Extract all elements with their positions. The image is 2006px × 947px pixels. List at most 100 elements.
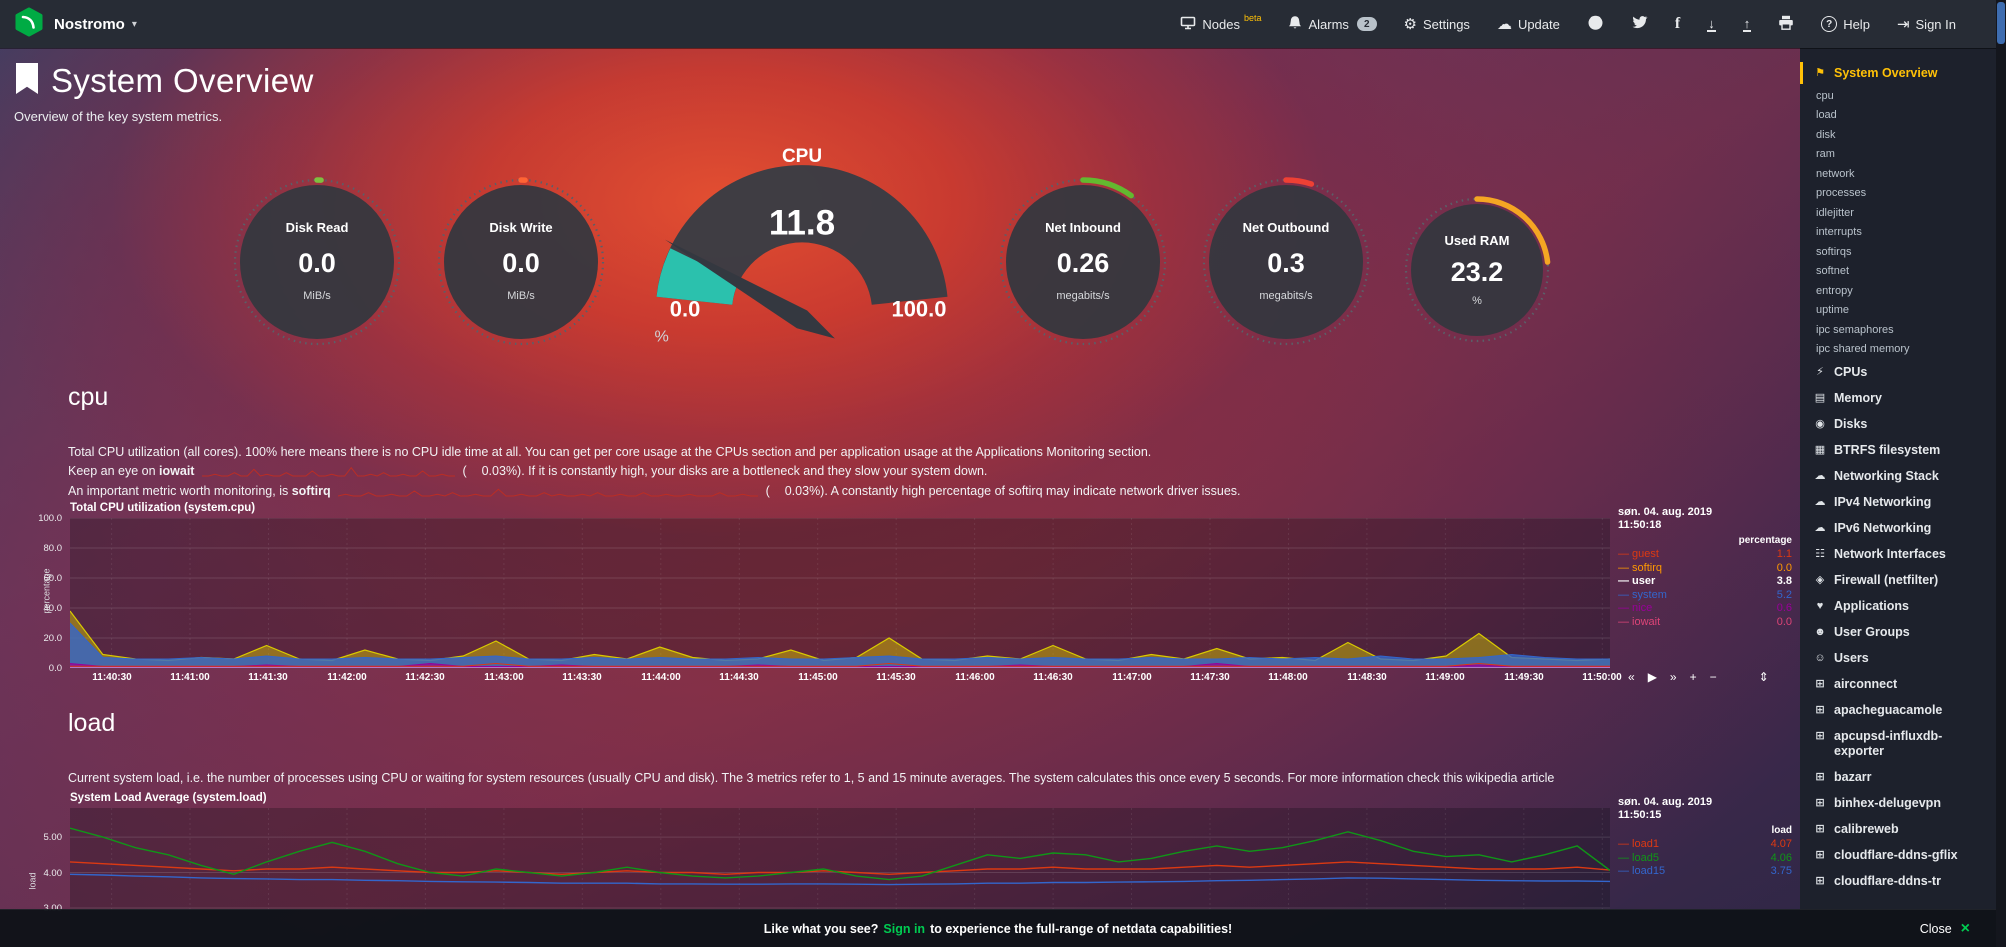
- signin-button[interactable]: ⇥ Sign In: [1896, 15, 1956, 33]
- gauge-value: 0.0: [502, 248, 540, 278]
- upload-button[interactable]: ↑: [1742, 17, 1752, 32]
- signin-link[interactable]: Sign in: [883, 921, 926, 936]
- node-selector[interactable]: Nostromo ▾: [54, 16, 137, 33]
- sidebar-item-firewall-netfilter[interactable]: ◈ Firewall (netfilter): [1800, 567, 1996, 593]
- x-tick: 11:43:30: [562, 672, 602, 683]
- sidebar-item-btrfs-filesystem[interactable]: ▦ BTRFS filesystem: [1800, 437, 1996, 463]
- sidebar-item-cpus[interactable]: ⚡ CPUs: [1800, 359, 1996, 385]
- legend-series-softirq[interactable]: — softirq 0.0: [1618, 561, 1792, 574]
- legend-series-nice[interactable]: — nice 0.6: [1618, 602, 1792, 614]
- settings-button[interactable]: ⚙ Settings: [1403, 15, 1470, 33]
- facebook-icon: f: [1674, 15, 1681, 32]
- x-tick: 11:50:00: [1582, 672, 1622, 683]
- sidebar-item-users[interactable]: ☺ Users: [1800, 645, 1996, 671]
- gauge-label: Disk Read: [285, 220, 349, 235]
- disk-write-gauge[interactable]: Disk Write 0.0 MiB/s: [435, 176, 607, 348]
- legend-series-user[interactable]: — user 3.8: [1618, 575, 1792, 587]
- sidebar-subitem-network[interactable]: network: [1816, 167, 1855, 180]
- sidebar-subitem-ipc-shared-memory[interactable]: ipc shared memory: [1816, 343, 1910, 355]
- sidebar-item-label: calibreweb: [1834, 821, 1899, 836]
- bookmark-icon: [14, 62, 40, 100]
- gauge-ring: [998, 177, 1168, 347]
- help-button[interactable]: ? Help: [1821, 16, 1870, 32]
- section-heading-cpu: cpu: [68, 383, 109, 411]
- sidebar-item-bazarr[interactable]: ⊞ bazarr: [1800, 764, 1996, 790]
- legend-time: 11:50:15: [1618, 809, 1662, 821]
- disk-read-gauge[interactable]: Disk Read 0.0 MiB/s: [231, 176, 403, 348]
- netdata-logo[interactable]: [14, 7, 44, 42]
- net-inbound-gauge[interactable]: Net Inbound 0.26 megabits/s: [997, 176, 1169, 348]
- chart-cpu-plot[interactable]: [70, 518, 1610, 668]
- sidebar-item-disks[interactable]: ◉ Disks: [1800, 411, 1996, 437]
- sidebar-subitem-uptime[interactable]: uptime: [1816, 304, 1850, 316]
- github-button[interactable]: [1587, 14, 1604, 34]
- scrollbar-thumb[interactable]: [1997, 2, 2005, 44]
- nodes-button[interactable]: Nodes beta: [1180, 13, 1261, 33]
- sidebar-subitem-disk[interactable]: disk: [1816, 128, 1836, 141]
- sidebar-item-label: CPUs: [1834, 364, 1868, 379]
- bell-icon: [1288, 15, 1302, 33]
- twitter-button[interactable]: [1631, 15, 1648, 33]
- cpu-gauge[interactable]: CPU 11.8 0.0 100.0 %: [647, 124, 957, 374]
- sidebar-item-airconnect[interactable]: ⊞ airconnect: [1800, 671, 1996, 697]
- legend-series-load5[interactable]: — load5 4.06: [1618, 851, 1792, 864]
- sidebar-subitem-load[interactable]: load: [1816, 109, 1837, 121]
- hdd-icon: ◉: [1815, 417, 1825, 430]
- node-name: Nostromo: [54, 15, 125, 33]
- page-title: System Overview: [51, 62, 314, 99]
- download-button[interactable]: ↓: [1707, 17, 1716, 32]
- chart-title: System Load Average (system.load): [70, 792, 267, 804]
- legend-series-iowait[interactable]: — iowait 0.0: [1618, 615, 1792, 628]
- alarms-button[interactable]: Alarms 2: [1288, 15, 1377, 33]
- sidebar-subitem-softnet[interactable]: softnet: [1816, 265, 1850, 277]
- print-button[interactable]: [1778, 15, 1794, 33]
- x-tick: 11:48:00: [1268, 672, 1308, 683]
- sidebar-subitem-processes[interactable]: processes: [1816, 187, 1867, 199]
- sidebar-subitem-interrupts[interactable]: interrupts: [1816, 226, 1862, 238]
- user-icon: ☺: [1814, 651, 1826, 664]
- sidebar-subitem-cpu[interactable]: cpu: [1816, 89, 1834, 102]
- sidebar-item-memory[interactable]: ▤ Memory: [1800, 385, 1996, 411]
- x-tick: 11:47:00: [1112, 672, 1152, 683]
- sidebar-subitem-entropy[interactable]: entropy: [1816, 284, 1853, 297]
- sidebar-item-label: BTRFS filesystem: [1834, 442, 1941, 457]
- sidebar-item-cloudflare-ddns-gflix[interactable]: ⊞ cloudflare-ddns-gflix: [1800, 842, 1996, 868]
- x-tick: 11:41:30: [248, 672, 288, 683]
- page-scrollbar[interactable]: [1996, 0, 2006, 947]
- facebook-button[interactable]: f: [1675, 15, 1680, 33]
- sidebar-subitem-softirqs[interactable]: softirqs: [1816, 245, 1852, 258]
- sidebar-item-system-overview[interactable]: ⚑ System Overview: [1800, 60, 1996, 86]
- sidebar-item-networking-stack[interactable]: ☁ Networking Stack: [1800, 463, 1996, 489]
- sidebar-item-user-groups[interactable]: ☻ User Groups: [1800, 619, 1996, 645]
- net-outbound-gauge[interactable]: Net Outbound 0.3 megabits/s: [1200, 176, 1372, 348]
- gauge-value: 23.2: [1450, 257, 1504, 287]
- nodes-icon: [1180, 16, 1196, 33]
- section-heading-load: load: [68, 709, 116, 737]
- gauge-unit: megabits/s: [1056, 290, 1110, 302]
- chart-toolbox[interactable]: « ▶ » + − ⇕: [1628, 670, 1769, 684]
- legend-series-system[interactable]: — system 5.2: [1618, 588, 1792, 601]
- sidebar-subitem-ram[interactable]: ram: [1816, 148, 1835, 160]
- sidebar-item-ipv4-networking[interactable]: ☁ IPv4 Networking: [1800, 489, 1996, 515]
- legend-series-load1[interactable]: — load1 4.07: [1618, 838, 1792, 850]
- gauge-label: Used RAM: [1444, 233, 1510, 248]
- cpu-gauge-min: 0.0: [670, 296, 700, 321]
- sidebar-item-apacheguacamole[interactable]: ⊞ apacheguacamole: [1800, 697, 1996, 723]
- sidebar-subitem-ipc-semaphores[interactable]: ipc semaphores: [1816, 323, 1894, 336]
- close-banner-button[interactable]: Close ×: [1919, 919, 1970, 937]
- legend-series-guest[interactable]: — guest 1.1: [1618, 548, 1792, 560]
- sidebar-subitem-idlejitter[interactable]: idlejitter: [1816, 206, 1854, 219]
- legend-series-load15[interactable]: — load15 3.75: [1618, 865, 1792, 877]
- sidebar-item-binhex-delugevpn[interactable]: ⊞ binhex-delugevpn: [1800, 790, 1996, 816]
- grid-icon: ⊞: [1815, 874, 1825, 887]
- used-ram-gauge[interactable]: Used RAM 23.2 %: [1402, 195, 1552, 345]
- sidebar-item-cloudflare-ddns-tr[interactable]: ⊞ cloudflare-ddns-tr: [1800, 868, 1996, 894]
- update-button[interactable]: ☁ Update: [1496, 15, 1560, 33]
- sidebar-item-calibreweb[interactable]: ⊞ calibreweb: [1800, 816, 1996, 842]
- sidebar-item-ipv6-networking[interactable]: ☁ IPv6 Networking: [1800, 515, 1996, 541]
- load-description: Current system load, i.e. the number of …: [68, 771, 1555, 785]
- sidebar-item-apcupsd-influxdb-exporter[interactable]: ⊞ apcupsd-influxdb-exporter: [1800, 723, 1996, 764]
- sidebar-item-applications[interactable]: ♥ Applications: [1800, 593, 1996, 619]
- sidebar-item-network-interfaces[interactable]: ☷ Network Interfaces: [1800, 541, 1996, 567]
